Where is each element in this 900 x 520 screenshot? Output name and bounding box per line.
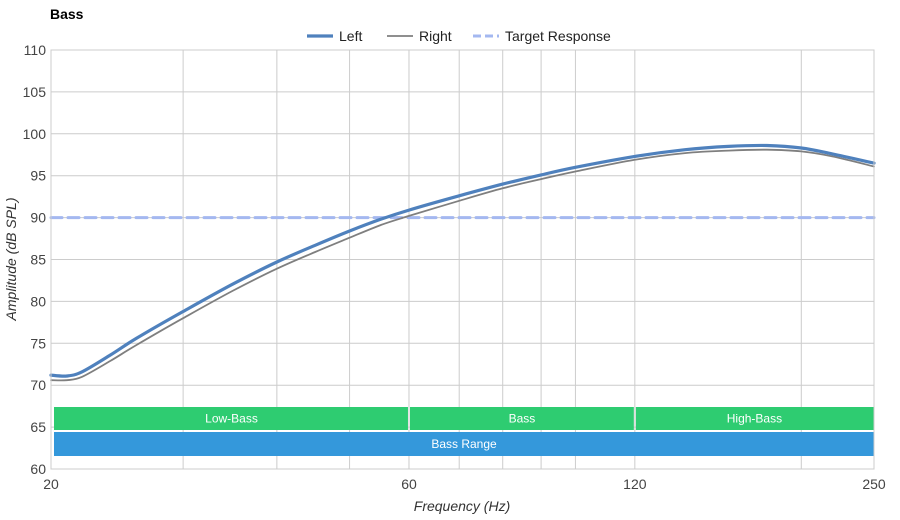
x-tick-label: 250 (862, 476, 886, 492)
legend-entry: Right (419, 28, 452, 44)
y-tick-label: 100 (23, 126, 47, 142)
band-bass-range (54, 432, 874, 456)
x-axis-label: Frequency (Hz) (414, 498, 510, 514)
y-tick-label: 75 (30, 335, 46, 351)
y-tick-label: 85 (30, 252, 46, 268)
y-tick-label: 80 (30, 293, 46, 309)
band-label: Bass Range (431, 437, 497, 451)
x-tick-label: 60 (401, 476, 417, 492)
series-line-right (50, 148, 875, 382)
y-tick-label: 65 (30, 419, 46, 435)
series-line-left (49, 143, 876, 378)
legend: Left Right Target Response (307, 28, 611, 44)
chart-title: Bass (50, 6, 84, 22)
legend-entry: Left (339, 28, 362, 44)
y-tick-label: 95 (30, 168, 46, 184)
x-tick-label: 20 (43, 476, 59, 492)
y-tick-label: 105 (23, 84, 47, 100)
x-axis-ticks: 20 60 120 250 (43, 476, 886, 492)
plot-area-border (50, 49, 875, 470)
band-label: Bass (509, 412, 536, 426)
y-tick-label: 70 (30, 377, 46, 393)
y-axis-label: Amplitude (dB SPL) (3, 198, 19, 322)
y-axis-ticks: 60 65 70 75 80 85 90 95 100 105 110 (23, 42, 47, 477)
band-label: Low-Bass (205, 412, 258, 426)
series-lines (49, 143, 876, 382)
x-tick-label: 120 (623, 476, 647, 492)
y-tick-label: 90 (30, 210, 46, 226)
band-label: High-Bass (727, 412, 782, 426)
y-tick-label: 110 (24, 42, 47, 58)
band-low-bass (54, 407, 408, 430)
band-high-bass (635, 407, 874, 430)
legend-entry: Target Response (505, 28, 611, 44)
frequency-bands: Low-Bass Bass High-Bass Bass Range (54, 407, 874, 456)
band-bass (409, 407, 634, 430)
y-tick-label: 60 (30, 461, 46, 477)
grid (50, 49, 875, 470)
